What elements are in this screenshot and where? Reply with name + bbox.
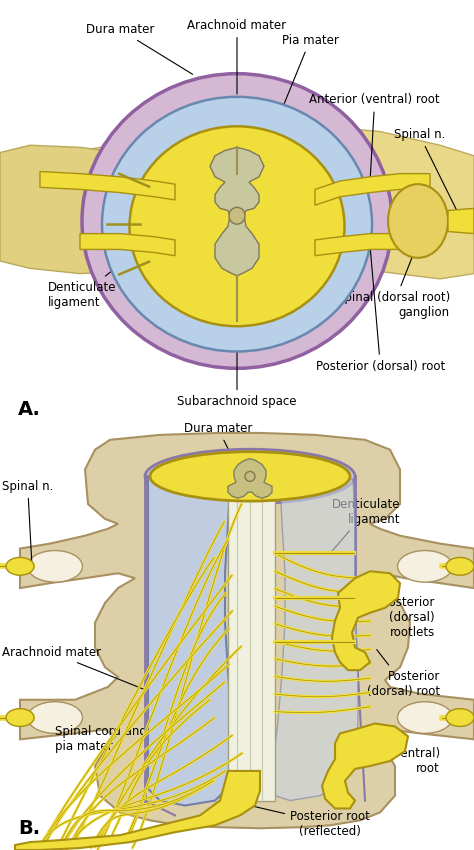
Ellipse shape — [150, 451, 350, 502]
Text: Anterior (ventral) root: Anterior (ventral) root — [310, 94, 440, 179]
Text: Dura mater: Dura mater — [86, 23, 192, 74]
Polygon shape — [315, 173, 430, 205]
Text: Posterior
(dorsal) root: Posterior (dorsal) root — [367, 649, 440, 698]
Polygon shape — [270, 479, 358, 801]
Polygon shape — [332, 571, 400, 670]
Circle shape — [245, 472, 255, 481]
Ellipse shape — [6, 709, 34, 727]
Polygon shape — [40, 172, 175, 200]
Polygon shape — [80, 234, 175, 256]
Circle shape — [229, 207, 245, 224]
Polygon shape — [228, 479, 275, 801]
Text: Posterior root
(reflected): Posterior root (reflected) — [253, 806, 370, 838]
Polygon shape — [148, 476, 235, 806]
Text: Spinal cord and
pia mater: Spinal cord and pia mater — [55, 725, 232, 790]
Ellipse shape — [388, 184, 448, 258]
Text: Spinal n.: Spinal n. — [393, 128, 461, 218]
Text: Arachnoid mater: Arachnoid mater — [187, 19, 287, 94]
Polygon shape — [322, 723, 408, 808]
Ellipse shape — [102, 97, 372, 352]
Ellipse shape — [27, 702, 82, 734]
Text: Posterior
(dorsal)
rootlets: Posterior (dorsal) rootlets — [373, 596, 435, 639]
Ellipse shape — [82, 74, 392, 368]
Polygon shape — [315, 234, 430, 256]
Ellipse shape — [27, 551, 82, 582]
Text: Arachnoid mater: Arachnoid mater — [2, 646, 173, 700]
Polygon shape — [210, 147, 264, 275]
Ellipse shape — [398, 551, 453, 582]
Ellipse shape — [398, 702, 453, 734]
Ellipse shape — [446, 709, 474, 727]
Polygon shape — [448, 208, 474, 234]
Text: Denticulate
ligament: Denticulate ligament — [48, 226, 168, 309]
Polygon shape — [20, 433, 474, 828]
Text: Denticulate
ligament: Denticulate ligament — [331, 498, 400, 552]
Text: B.: B. — [18, 819, 40, 838]
Ellipse shape — [157, 455, 343, 498]
Polygon shape — [228, 459, 272, 498]
Ellipse shape — [6, 558, 34, 575]
Text: Dura mater: Dura mater — [184, 422, 252, 451]
Text: Anterior (ventral)
root: Anterior (ventral) root — [337, 747, 440, 775]
Polygon shape — [15, 771, 260, 850]
Ellipse shape — [446, 558, 474, 575]
Text: Spinal n.: Spinal n. — [2, 479, 54, 564]
Text: A.: A. — [18, 400, 41, 419]
Ellipse shape — [145, 449, 355, 503]
Polygon shape — [0, 145, 175, 274]
Text: Posterior (dorsal) root: Posterior (dorsal) root — [316, 248, 445, 373]
Polygon shape — [0, 145, 160, 247]
Text: Subarachnoid space: Subarachnoid space — [177, 348, 297, 408]
Text: Pia mater: Pia mater — [276, 34, 338, 124]
Polygon shape — [300, 127, 474, 279]
Text: Spinal (dorsal root)
ganglion: Spinal (dorsal root) ganglion — [337, 245, 450, 320]
Ellipse shape — [129, 127, 345, 326]
